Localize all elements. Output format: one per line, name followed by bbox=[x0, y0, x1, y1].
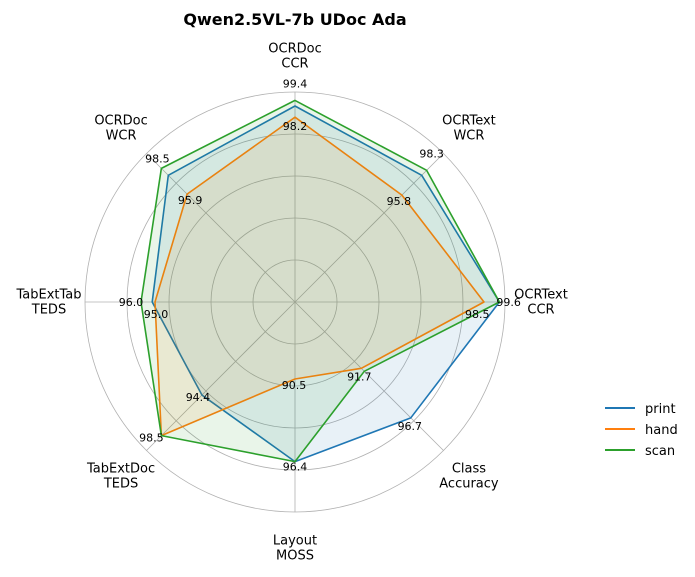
axis-label-ocrdoc-ccr: OCRDoc CCR bbox=[268, 42, 321, 72]
value-label: 96.7 bbox=[398, 420, 423, 433]
legend-label-scan: scan bbox=[645, 444, 675, 459]
legend-label-print: print bbox=[645, 402, 676, 417]
axis-label-line: OCRDoc bbox=[268, 42, 321, 57]
value-label: 96.0 bbox=[119, 296, 144, 309]
value-label: 95.9 bbox=[178, 194, 203, 207]
axis-spoke bbox=[294, 153, 444, 303]
value-label: 98.3 bbox=[419, 147, 444, 160]
axis-label-line: Layout bbox=[273, 534, 317, 549]
value-label: 99.4 bbox=[283, 77, 308, 90]
value-label: 91.7 bbox=[347, 370, 372, 383]
axis-label-line: TEDS bbox=[103, 476, 138, 491]
value-label: 98.2 bbox=[283, 120, 308, 133]
axis-label-line: OCRText bbox=[514, 288, 568, 303]
axis-spoke bbox=[294, 301, 444, 451]
value-label: 94.4 bbox=[186, 391, 211, 404]
axis-label-line: WCR bbox=[106, 129, 137, 144]
axis-label-line: CCR bbox=[281, 57, 308, 72]
value-label: 98.5 bbox=[465, 308, 490, 321]
value-label: 90.5 bbox=[282, 379, 307, 392]
axis-label-line: CCR bbox=[527, 303, 554, 318]
axis-label-layout-moss: Layout MOSS bbox=[273, 534, 317, 564]
value-label: 98.5 bbox=[145, 152, 170, 165]
value-label: 96.4 bbox=[283, 461, 308, 474]
axis-spoke bbox=[146, 153, 296, 303]
chart-title: Qwen2.5VL-7b UDoc Ada bbox=[183, 10, 406, 29]
axis-label-line: TEDS bbox=[31, 303, 66, 318]
axis-label-line: OCRDoc bbox=[94, 114, 147, 129]
radar-grid bbox=[84, 91, 506, 513]
axis-label-ocrtext-ccr: OCRText CCR bbox=[514, 288, 568, 318]
series-layer bbox=[140, 99, 501, 463]
value-label: 95.8 bbox=[387, 195, 412, 208]
axis-label-tabexttab-teds: TabExtTab TEDS bbox=[15, 288, 81, 318]
axis-label-line: MOSS bbox=[276, 549, 314, 564]
value-label: 95.0 bbox=[144, 308, 169, 321]
axis-label-line: OCRText bbox=[442, 114, 496, 129]
legend: print hand scan bbox=[605, 402, 678, 459]
axis-label-line: TabExtTab bbox=[15, 288, 81, 303]
axis-label-ocrdoc-wcr: OCRDoc WCR bbox=[94, 114, 147, 144]
axis-label-ocrtext-wcr: OCRText WCR bbox=[442, 114, 496, 144]
axis-label-tabextdoc-teds: TabExtDoc TEDS bbox=[86, 461, 155, 491]
value-label: 98.5 bbox=[139, 432, 164, 445]
axis-label-line: WCR bbox=[453, 129, 484, 144]
series-scan bbox=[140, 99, 501, 463]
value-label: 99.6 bbox=[496, 296, 521, 309]
axis-spoke bbox=[146, 301, 296, 451]
axis-label-class-accuracy: Class Accuracy bbox=[439, 461, 499, 491]
axis-label-line: Class bbox=[452, 461, 486, 476]
axis-label-line: TabExtDoc bbox=[86, 461, 155, 476]
value-labels: 99.4 98.2 98.3 95.8 99.6 98.5 96.7 91.7 96.4 90.5… bbox=[119, 77, 521, 473]
legend-label-hand: hand bbox=[645, 423, 678, 438]
axis-label-line: Accuracy bbox=[439, 476, 499, 491]
series-hand bbox=[154, 116, 485, 437]
